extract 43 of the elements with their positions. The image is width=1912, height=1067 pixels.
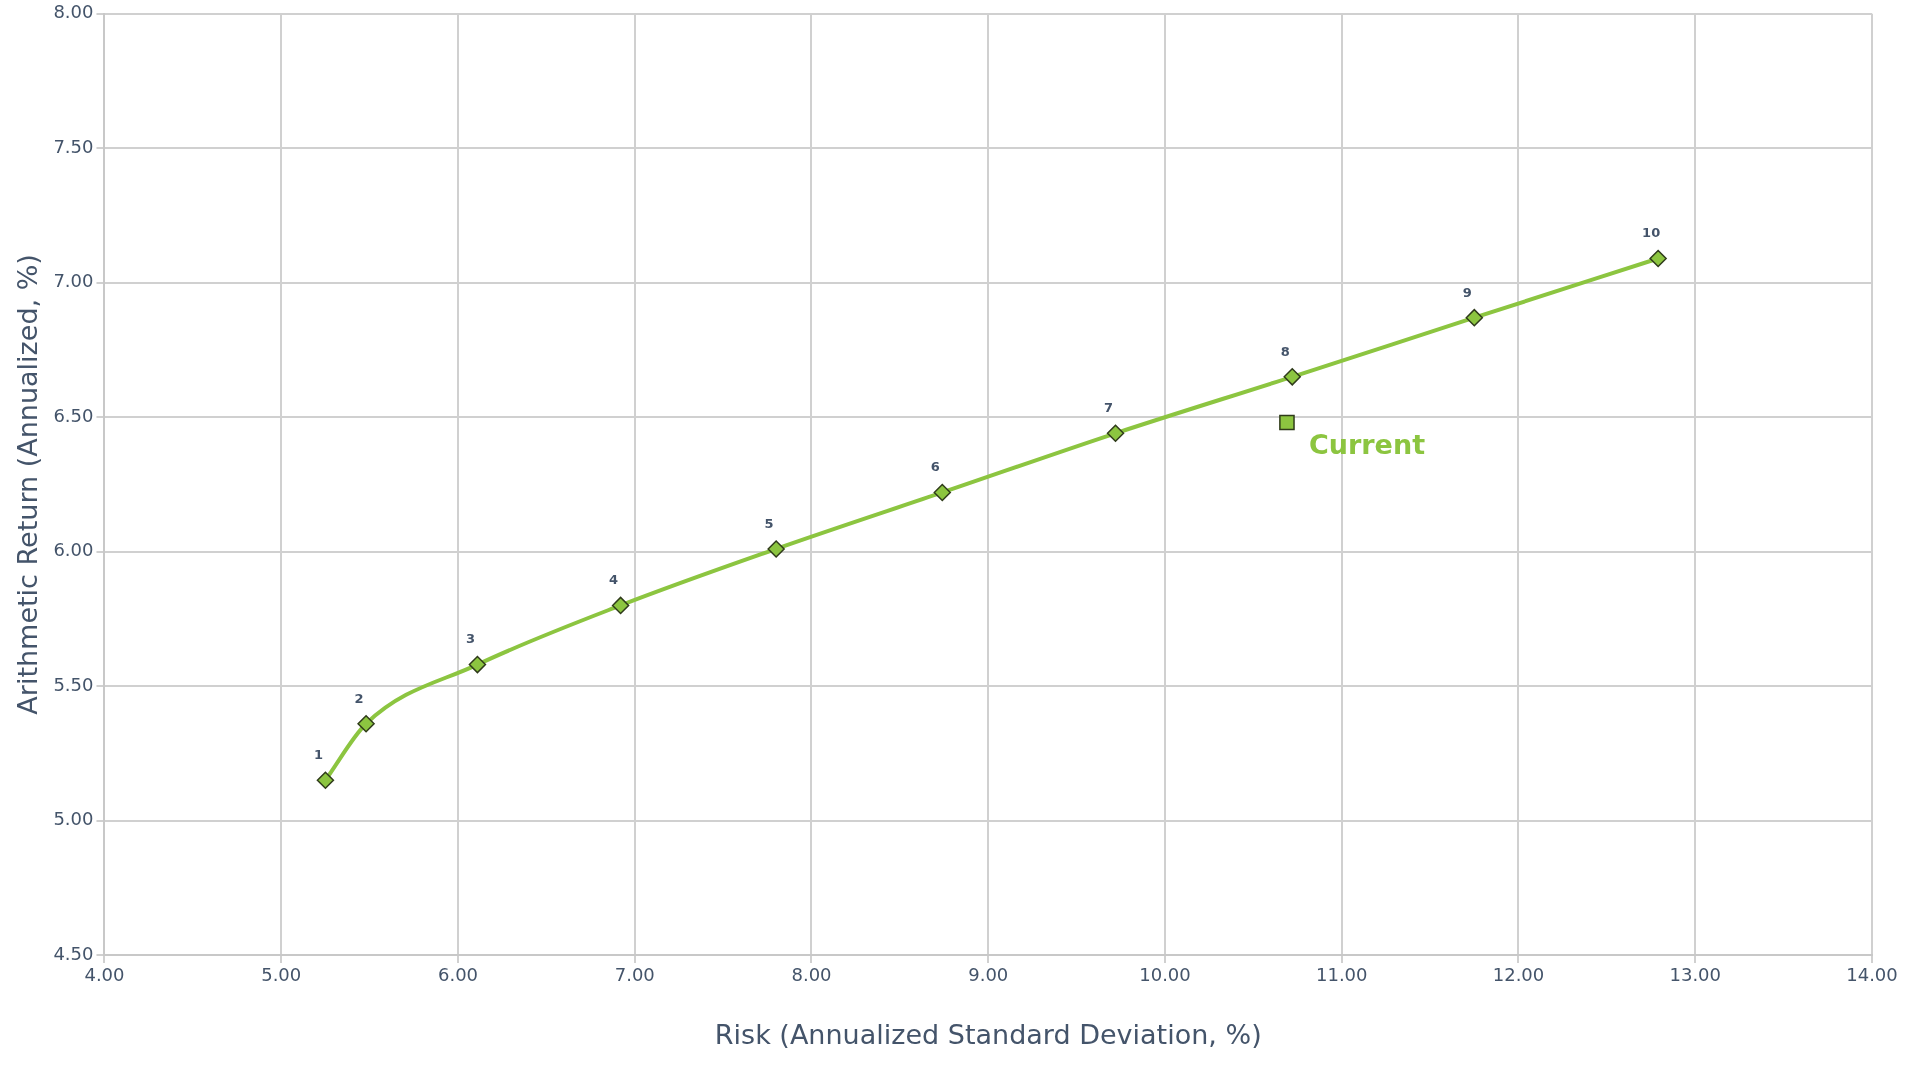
point [316, 771, 335, 789]
x-tick-label: 9.00 [968, 964, 1009, 986]
x-tick-label: 4.00 [84, 964, 125, 986]
point [1283, 368, 1301, 386]
y-tick-label: 7.00 [53, 270, 94, 292]
x-tick-label: 7.00 [614, 964, 655, 986]
annotation: 5 [764, 515, 774, 531]
annotation: 4 [609, 572, 619, 588]
y-tick-label: 6.50 [53, 404, 94, 426]
annotation: 8 [1280, 343, 1290, 359]
y-tick-label: 7.50 [53, 135, 94, 157]
y-tick-label: 5.50 [53, 673, 94, 695]
point [1649, 249, 1667, 268]
x-tick-label: 14.00 [1846, 964, 1898, 986]
point [357, 714, 375, 733]
x-tick-label: 10.00 [1139, 964, 1191, 986]
annotation: 10 [1642, 225, 1661, 241]
series-label: Current [1308, 428, 1426, 460]
x-tick-label: 6.00 [437, 964, 479, 986]
annotation: 7 [1103, 400, 1114, 416]
y-tick-label: 4.50 [53, 942, 94, 964]
point [611, 596, 630, 615]
point [1279, 414, 1295, 431]
x-tick-label: 8.00 [791, 964, 832, 986]
annotation: 3 [465, 631, 475, 647]
point [767, 540, 785, 558]
x-tick-label: 11.00 [1315, 964, 1368, 986]
point [933, 483, 952, 502]
y-tick-label: 5.00 [53, 808, 94, 830]
y-tick-label: 8.00 [53, 1, 94, 23]
annotation: 9 [1462, 284, 1472, 300]
point [468, 655, 487, 674]
point [1106, 424, 1125, 443]
annotation: 1 [313, 747, 323, 763]
x-tick-label: 13.00 [1669, 964, 1722, 986]
y-axis-title: Arithmetic Return (Annualized, %) [12, 254, 44, 715]
x-axis-title: Risk (Annualized Standard Deviation, %) [714, 1018, 1262, 1050]
x-tick-label: 12.00 [1492, 964, 1545, 986]
point [1465, 308, 1484, 327]
x-tick-label: 5.00 [261, 964, 302, 986]
annotation: 6 [930, 459, 940, 475]
annotation: 2 [354, 690, 364, 706]
y-tick-label: 6.00 [53, 539, 94, 561]
